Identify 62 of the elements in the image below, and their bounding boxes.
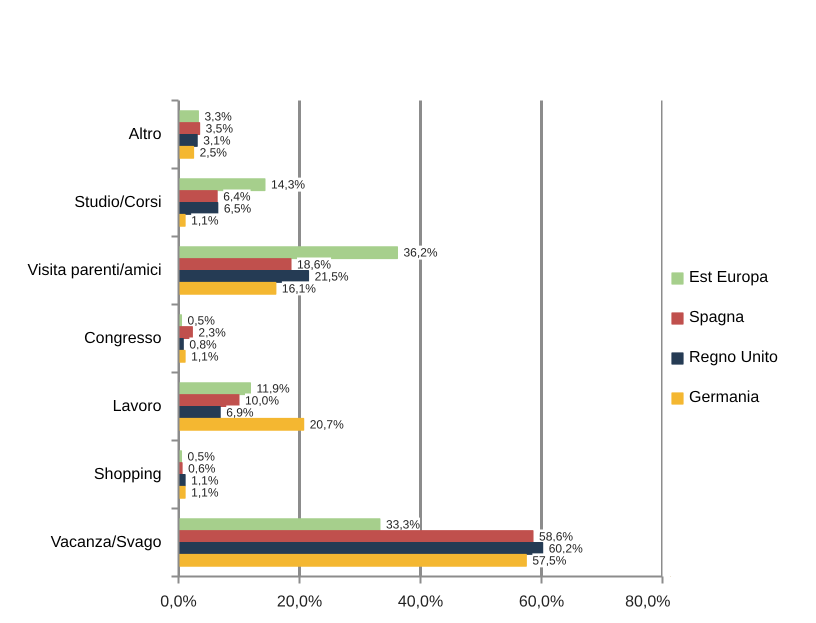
data-label: 2,5% — [200, 145, 228, 160]
y-tick-label: Studio/Corsi — [74, 194, 162, 211]
data-label: 21,5% — [314, 269, 349, 284]
bar — [178, 270, 310, 283]
x-tick-label: 20,0% — [276, 594, 322, 610]
data-label: 3,3% — [204, 110, 232, 124]
y-tick-label: Altro — [128, 126, 162, 143]
x-tick-label: 40,0% — [398, 594, 444, 610]
data-label: 0,6% — [188, 462, 216, 476]
data-label: 2,3% — [198, 326, 226, 340]
data-label: 1,1% — [191, 213, 219, 228]
bar — [178, 146, 194, 159]
data-label: 1,1% — [191, 473, 219, 488]
y-tick-label: Vacanza/Svago — [50, 534, 162, 551]
bar — [178, 518, 380, 532]
data-label: 11,9% — [256, 382, 290, 396]
data-label: 1,1% — [191, 349, 219, 364]
legend-label: Est Europa — [689, 269, 768, 287]
data-label: 57,5% — [532, 553, 567, 568]
y-tick-label: Visita parenti/amici — [28, 262, 162, 279]
x-tick-label: 80,0% — [625, 594, 671, 610]
data-label: 0,5% — [188, 450, 216, 464]
data-label: 33,3% — [386, 518, 420, 532]
data-label: 36,2% — [404, 246, 438, 260]
data-label: 0,5% — [188, 314, 216, 328]
bar — [178, 394, 240, 407]
data-label: 20,7% — [310, 417, 344, 432]
bar — [178, 326, 193, 339]
bar — [178, 258, 292, 271]
y-tick-label: Shopping — [94, 466, 162, 483]
data-label: 58,6% — [539, 530, 574, 544]
bar — [178, 542, 544, 555]
bar — [178, 554, 527, 567]
data-label: 3,5% — [206, 122, 234, 136]
y-tick-label: Congresso — [84, 330, 162, 347]
bar — [178, 246, 398, 260]
legend-label: Regno Unito — [689, 349, 778, 367]
data-label: 6,4% — [223, 190, 251, 204]
bar — [178, 190, 218, 203]
data-label: 16,1% — [282, 281, 316, 296]
legend-label: Germania — [689, 389, 760, 407]
bar — [178, 382, 251, 396]
bar — [178, 202, 218, 215]
legend-label: Spagna — [689, 309, 744, 327]
data-label: 6,5% — [224, 201, 252, 216]
bar — [178, 418, 304, 431]
data-label: 1,1% — [191, 485, 219, 500]
data-label: 10,0% — [245, 394, 280, 408]
data-label: 60,2% — [548, 541, 584, 556]
y-tick-label: Lavoro — [112, 398, 162, 415]
data-label: 3,1% — [203, 133, 231, 148]
x-tick-label: 0,0% — [160, 594, 197, 610]
bar — [178, 178, 266, 192]
bar — [178, 282, 276, 295]
data-label: 0,8% — [189, 337, 218, 352]
data-label: 18,6% — [297, 258, 332, 272]
bar — [178, 134, 198, 147]
x-tick-label: 60,0% — [518, 594, 564, 610]
data-label: 14,3% — [271, 178, 306, 192]
bar — [178, 406, 221, 419]
data-label: 6,9% — [226, 405, 254, 420]
bar — [178, 530, 534, 543]
